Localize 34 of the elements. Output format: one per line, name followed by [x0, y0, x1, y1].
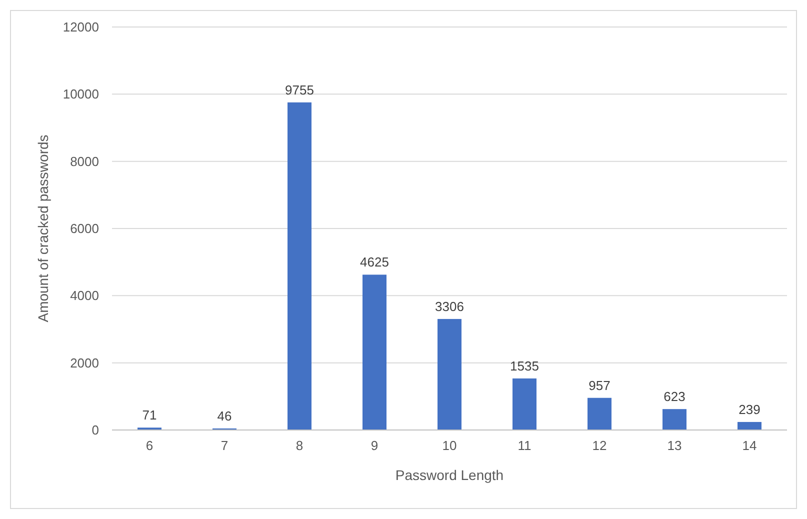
y-tick-label: 8000: [70, 154, 99, 169]
bar: [588, 398, 612, 430]
bar: [512, 378, 536, 430]
data-label: 46: [217, 408, 232, 424]
x-tick-label: 14: [742, 438, 757, 453]
x-tick-label: 7: [220, 438, 228, 453]
x-axis-title: Password Length: [395, 467, 504, 483]
data-label: 239: [738, 402, 760, 417]
x-tick-label: 11: [518, 438, 532, 453]
bar: [662, 409, 686, 430]
x-tick-label: 12: [592, 438, 607, 453]
bar: [288, 102, 312, 430]
bar: [362, 274, 386, 430]
y-tick-label: 12000: [62, 20, 99, 35]
data-label: 4625: [360, 254, 389, 270]
y-tick-label: 6000: [70, 221, 99, 236]
x-tick-label: 6: [146, 438, 154, 453]
y-tick-label: 10000: [62, 86, 99, 102]
bar: [438, 318, 462, 430]
data-label: 9755: [285, 82, 314, 98]
data-label: 623: [664, 389, 686, 404]
x-tick-label: 13: [667, 438, 682, 453]
y-axis-title: Amount of cracked passwords: [35, 134, 51, 322]
data-label: 1535: [510, 358, 539, 374]
y-tick-label: 4000: [70, 288, 99, 304]
data-label: 3306: [435, 298, 464, 314]
x-tick-label: 10: [442, 438, 457, 453]
x-tick-label: 8: [296, 438, 304, 453]
x-tick-label: 9: [370, 438, 378, 453]
y-tick-label: 0: [92, 422, 99, 438]
data-label: 71: [142, 408, 157, 423]
y-tick-label: 2000: [70, 355, 99, 370]
bar: [738, 422, 762, 430]
data-label: 957: [588, 378, 610, 393]
